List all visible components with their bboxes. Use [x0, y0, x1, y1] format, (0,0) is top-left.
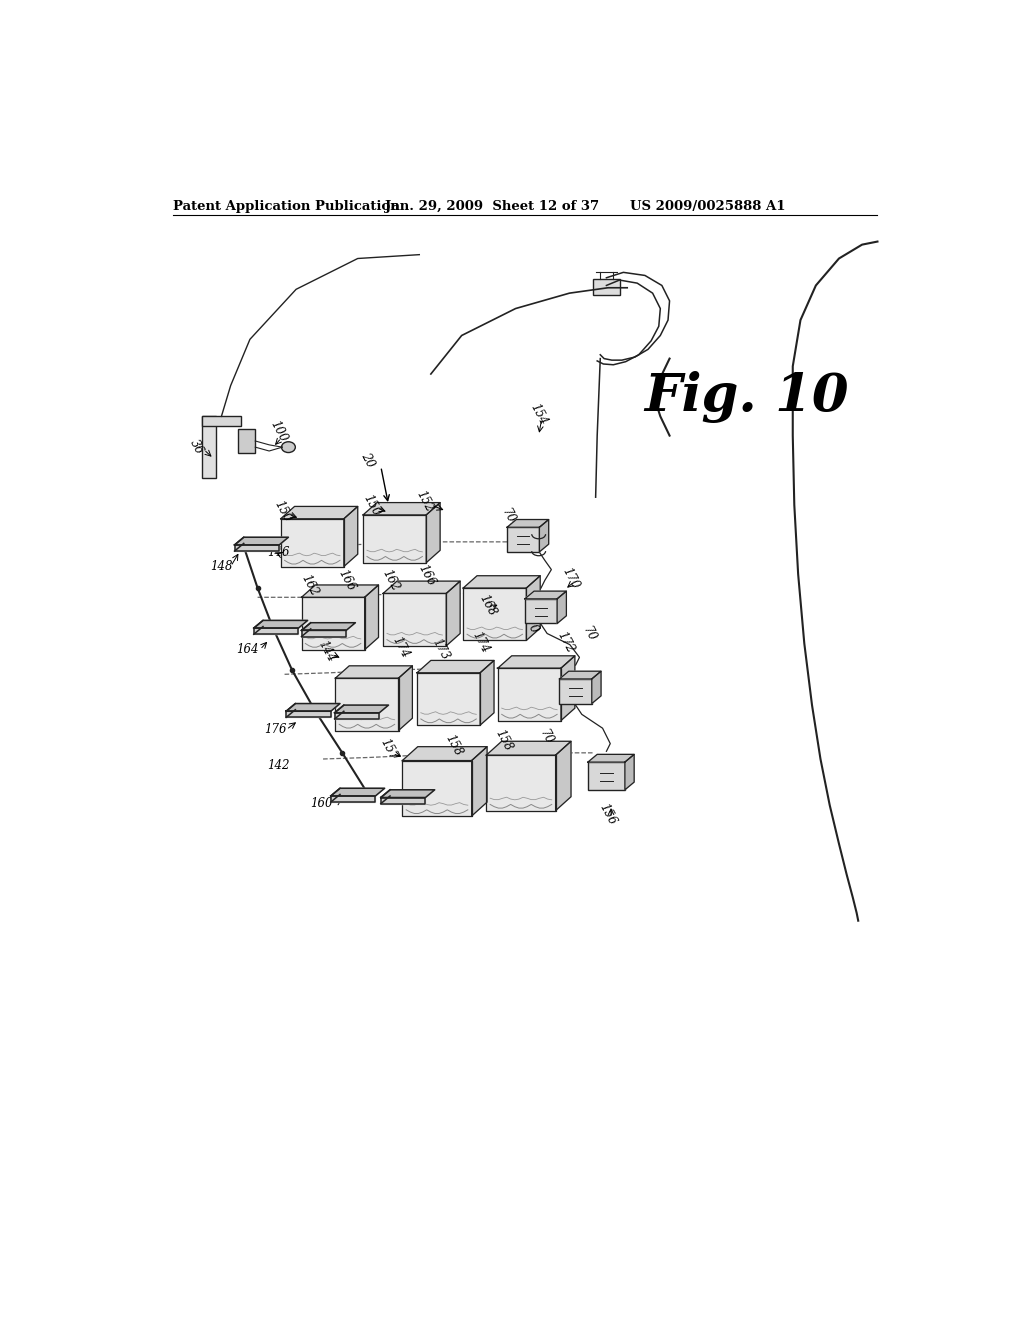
Polygon shape: [480, 660, 494, 725]
Text: 144: 144: [315, 638, 338, 664]
Polygon shape: [486, 742, 571, 755]
Polygon shape: [524, 591, 566, 599]
Text: Fig. 10: Fig. 10: [644, 371, 849, 424]
Polygon shape: [286, 711, 331, 718]
Text: 156: 156: [597, 801, 618, 828]
Polygon shape: [344, 507, 357, 566]
Polygon shape: [336, 665, 413, 678]
Text: Patent Application Publication: Patent Application Publication: [173, 199, 399, 213]
Text: 70: 70: [580, 624, 598, 644]
Text: 142: 142: [267, 759, 290, 772]
Bar: [507, 527, 540, 552]
Text: 100: 100: [267, 418, 290, 445]
Polygon shape: [588, 755, 634, 762]
Text: Jan. 29, 2009  Sheet 12 of 37: Jan. 29, 2009 Sheet 12 of 37: [385, 199, 599, 213]
Polygon shape: [281, 507, 357, 519]
Polygon shape: [592, 671, 601, 704]
Polygon shape: [383, 594, 446, 645]
Polygon shape: [234, 537, 289, 545]
Text: 158: 158: [443, 733, 465, 758]
Text: 166: 166: [416, 562, 438, 589]
Polygon shape: [331, 788, 385, 796]
Text: 166: 166: [335, 568, 357, 594]
Polygon shape: [402, 747, 487, 760]
Polygon shape: [381, 797, 425, 804]
Polygon shape: [365, 585, 379, 649]
Text: 162: 162: [380, 568, 401, 594]
Polygon shape: [417, 660, 494, 673]
Polygon shape: [472, 747, 487, 816]
Polygon shape: [402, 760, 472, 816]
Polygon shape: [335, 713, 379, 719]
Polygon shape: [556, 742, 571, 810]
Polygon shape: [254, 628, 298, 635]
Text: 160: 160: [310, 797, 333, 810]
Text: 70: 70: [521, 616, 541, 636]
Text: 174: 174: [389, 635, 411, 660]
Text: 170: 170: [560, 565, 582, 591]
Text: 36: 36: [186, 437, 205, 457]
Polygon shape: [383, 581, 460, 594]
Text: 70: 70: [499, 507, 517, 527]
Polygon shape: [540, 520, 549, 552]
Polygon shape: [301, 623, 355, 631]
Bar: [559, 678, 592, 704]
Polygon shape: [331, 796, 376, 803]
Text: 148: 148: [210, 560, 232, 573]
Polygon shape: [463, 589, 526, 640]
Text: 172: 172: [555, 628, 577, 655]
Polygon shape: [426, 503, 440, 562]
Polygon shape: [417, 673, 480, 725]
Bar: [524, 599, 557, 623]
Polygon shape: [463, 576, 541, 589]
Text: 168: 168: [476, 591, 498, 618]
Polygon shape: [364, 515, 426, 562]
Text: 158: 158: [493, 727, 515, 754]
Polygon shape: [507, 520, 549, 527]
Bar: [202, 416, 216, 478]
Polygon shape: [398, 665, 413, 730]
Polygon shape: [381, 789, 435, 797]
Polygon shape: [498, 656, 574, 668]
Text: 164: 164: [237, 643, 259, 656]
Bar: [593, 280, 621, 294]
Polygon shape: [286, 704, 340, 711]
Polygon shape: [364, 503, 440, 515]
Bar: [588, 762, 625, 789]
Polygon shape: [281, 519, 344, 566]
Text: 162: 162: [298, 573, 321, 599]
Polygon shape: [557, 591, 566, 623]
Text: 157: 157: [378, 737, 399, 763]
Text: 152: 152: [414, 488, 436, 513]
Text: 174: 174: [470, 628, 492, 655]
Polygon shape: [625, 755, 634, 789]
Polygon shape: [446, 581, 460, 645]
Text: 150: 150: [272, 498, 294, 524]
Polygon shape: [335, 705, 388, 713]
Polygon shape: [301, 585, 379, 597]
Text: 154: 154: [527, 401, 550, 428]
Text: US 2009/0025888 A1: US 2009/0025888 A1: [630, 199, 785, 213]
Polygon shape: [561, 656, 574, 721]
Text: 173: 173: [429, 636, 452, 663]
Text: 150: 150: [360, 492, 383, 517]
Polygon shape: [301, 597, 365, 649]
Text: 146: 146: [267, 546, 290, 560]
Polygon shape: [254, 620, 307, 628]
Ellipse shape: [282, 442, 295, 453]
Polygon shape: [526, 576, 541, 640]
Polygon shape: [559, 671, 601, 678]
Bar: [202, 416, 241, 425]
Polygon shape: [336, 678, 398, 730]
Polygon shape: [486, 755, 556, 810]
Polygon shape: [301, 631, 346, 636]
Polygon shape: [498, 668, 561, 721]
Bar: [239, 429, 255, 453]
Text: 70: 70: [538, 727, 556, 747]
Polygon shape: [234, 545, 280, 552]
Text: 20: 20: [358, 450, 377, 470]
Text: 176: 176: [264, 723, 287, 737]
